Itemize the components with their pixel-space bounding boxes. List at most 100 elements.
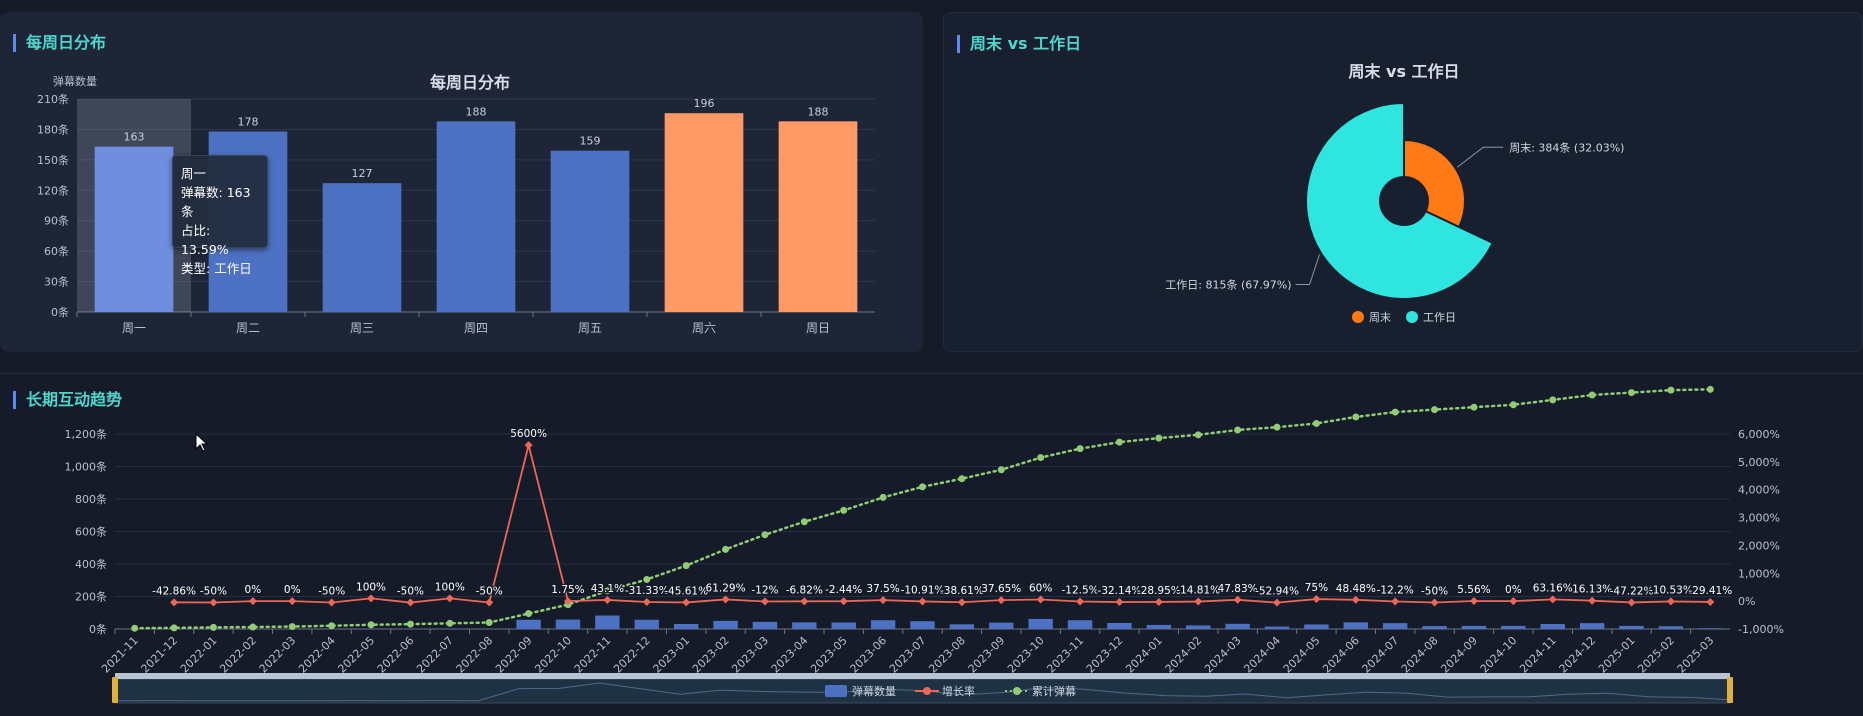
weekday-bar-chart[interactable]: 每周日分布弹幕数量0条30条60条90条120条150条180条210条163周… bbox=[0, 12, 923, 352]
trend-growth-label: -47.22% bbox=[1610, 585, 1654, 597]
trend-zoom-bar bbox=[115, 673, 1730, 679]
tooltip-type-label: 类型: bbox=[181, 261, 210, 276]
weekday-x-tick: 周日 bbox=[806, 321, 830, 335]
trend-y-right-tick: 1,000% bbox=[1738, 567, 1780, 580]
trend-cumulative-point bbox=[1274, 424, 1281, 431]
weekday-y-tick: 180条 bbox=[37, 122, 69, 136]
trend-bar bbox=[910, 621, 934, 629]
weekday-bar bbox=[665, 113, 744, 312]
mouse-cursor-icon bbox=[195, 433, 209, 453]
trend-cumulative-point bbox=[486, 619, 493, 626]
trend-y-right-tick: 2,000% bbox=[1738, 539, 1780, 552]
trend-growth-label: -52.94% bbox=[1255, 586, 1299, 598]
trend-growth-point bbox=[1194, 598, 1202, 606]
trend-growth-label: 61.29% bbox=[706, 582, 746, 594]
trend-cumulative-point bbox=[1549, 396, 1556, 403]
trend-growth-label: 100% bbox=[435, 581, 465, 593]
trend-growth-label: -14.81% bbox=[1176, 585, 1220, 597]
trend-growth-label: -50% bbox=[1421, 586, 1448, 598]
trend-y-left-tick: 600条 bbox=[75, 525, 107, 539]
trend-growth-label: -28.95% bbox=[1137, 585, 1181, 597]
trend-growth-point bbox=[1391, 597, 1399, 605]
trend-x-tick: 2023-07 bbox=[887, 634, 929, 676]
trend-growth-point bbox=[840, 597, 848, 605]
weekend-panel: 周末 vs 工作日 周末 vs 工作日周末: 384条 (32.03%)工作日:… bbox=[943, 12, 1863, 352]
trend-bar bbox=[1698, 628, 1722, 629]
trend-y-right-tick: 3,000% bbox=[1738, 512, 1780, 525]
trend-growth-point bbox=[1431, 599, 1439, 607]
weekday-y-tick: 30条 bbox=[44, 275, 69, 289]
trend-cumulative-point bbox=[1116, 439, 1123, 446]
trend-chart[interactable]: 0条200条400条600条800条1,000条1,200条-1,000%0%1… bbox=[0, 374, 1863, 716]
tooltip-title: 周一 bbox=[181, 164, 259, 183]
trend-y-right-tick: 4,000% bbox=[1738, 484, 1780, 497]
trend-bar bbox=[871, 620, 895, 629]
weekday-y-tick: 120条 bbox=[37, 183, 69, 197]
trend-cumulative-point bbox=[1077, 445, 1084, 452]
trend-x-tick: 2023-04 bbox=[769, 634, 811, 676]
trend-growth-label: 5600% bbox=[510, 428, 547, 440]
trend-growth-label: 75% bbox=[1305, 582, 1328, 594]
trend-growth-point bbox=[1155, 598, 1163, 606]
weekday-y-tick: 150条 bbox=[37, 153, 69, 167]
weekday-x-tick: 周一 bbox=[122, 321, 146, 335]
trend-growth-label: -31.33% bbox=[625, 585, 669, 597]
weekday-bar-label: 188 bbox=[466, 105, 487, 118]
tooltip-type: 类型: 工作日 bbox=[181, 259, 259, 278]
trend-bar bbox=[595, 616, 619, 629]
pie-legend-marker bbox=[1352, 311, 1364, 323]
trend-cumulative-point bbox=[289, 623, 296, 630]
trend-growth-point bbox=[603, 596, 611, 604]
trend-y-left-tick: 800条 bbox=[75, 492, 107, 506]
trend-growth-point bbox=[367, 594, 375, 602]
trend-x-tick: 2025-03 bbox=[1675, 634, 1717, 676]
trend-cumulative-point bbox=[446, 620, 453, 627]
trend-cumulative-point bbox=[1589, 392, 1596, 399]
trend-growth-point bbox=[328, 599, 336, 607]
trend-cumulative-point bbox=[1352, 413, 1359, 420]
trend-growth-label: -12.5% bbox=[1061, 584, 1098, 596]
weekday-y-tick: 60条 bbox=[44, 244, 69, 258]
trend-growth-point bbox=[288, 597, 296, 605]
trend-y-right-tick: 5,000% bbox=[1738, 456, 1780, 469]
weekday-y-tick: 90条 bbox=[44, 214, 69, 228]
trend-growth-label: 5.56% bbox=[1457, 584, 1490, 596]
trend-x-tick: 2022-03 bbox=[257, 634, 299, 676]
trend-growth-point bbox=[1628, 598, 1636, 606]
trend-bar bbox=[1501, 626, 1525, 629]
trend-x-tick: 2024-01 bbox=[1123, 634, 1165, 676]
trend-x-tick: 2023-03 bbox=[729, 634, 771, 676]
trend-x-tick: 2023-12 bbox=[1084, 634, 1126, 676]
trend-y-left-tick: 200条 bbox=[75, 590, 107, 604]
trend-cumulative-point bbox=[1313, 420, 1320, 427]
trend-x-tick: 2023-02 bbox=[690, 634, 732, 676]
trend-cumulative-point bbox=[1667, 387, 1674, 394]
trend-x-tick: 2023-11 bbox=[1044, 634, 1086, 676]
trend-growth-point bbox=[643, 598, 651, 606]
trend-growth-point bbox=[1667, 597, 1675, 605]
trend-growth-label: -50% bbox=[397, 586, 424, 598]
trend-growth-point bbox=[406, 599, 414, 607]
trend-bar bbox=[1462, 626, 1486, 629]
trend-growth-point bbox=[800, 597, 808, 605]
trend-growth-label: 1.75% bbox=[551, 584, 584, 596]
trend-y-right-tick: 6,000% bbox=[1738, 428, 1780, 441]
trend-x-tick: 2024-05 bbox=[1281, 634, 1323, 676]
trend-cumulative-point bbox=[131, 625, 138, 632]
weekday-bar-label: 127 bbox=[352, 167, 373, 180]
trend-bar bbox=[1186, 625, 1210, 629]
trend-bar bbox=[1422, 626, 1446, 629]
tooltip-ratio-label: 占比: bbox=[181, 223, 210, 238]
weekday-x-tick: 周四 bbox=[464, 321, 488, 335]
trend-cumulative-point bbox=[880, 494, 887, 501]
trend-bar bbox=[753, 622, 777, 629]
trend-bar bbox=[674, 624, 698, 629]
trend-bar bbox=[713, 621, 737, 629]
trend-growth-point bbox=[1509, 597, 1517, 605]
trend-x-tick: 2024-03 bbox=[1202, 634, 1244, 676]
trend-growth-label: -12.2% bbox=[1377, 584, 1414, 596]
trend-growth-label: 0% bbox=[1505, 584, 1522, 596]
trend-x-tick: 2025-02 bbox=[1635, 634, 1677, 676]
trend-x-tick: 2024-07 bbox=[1360, 634, 1402, 676]
